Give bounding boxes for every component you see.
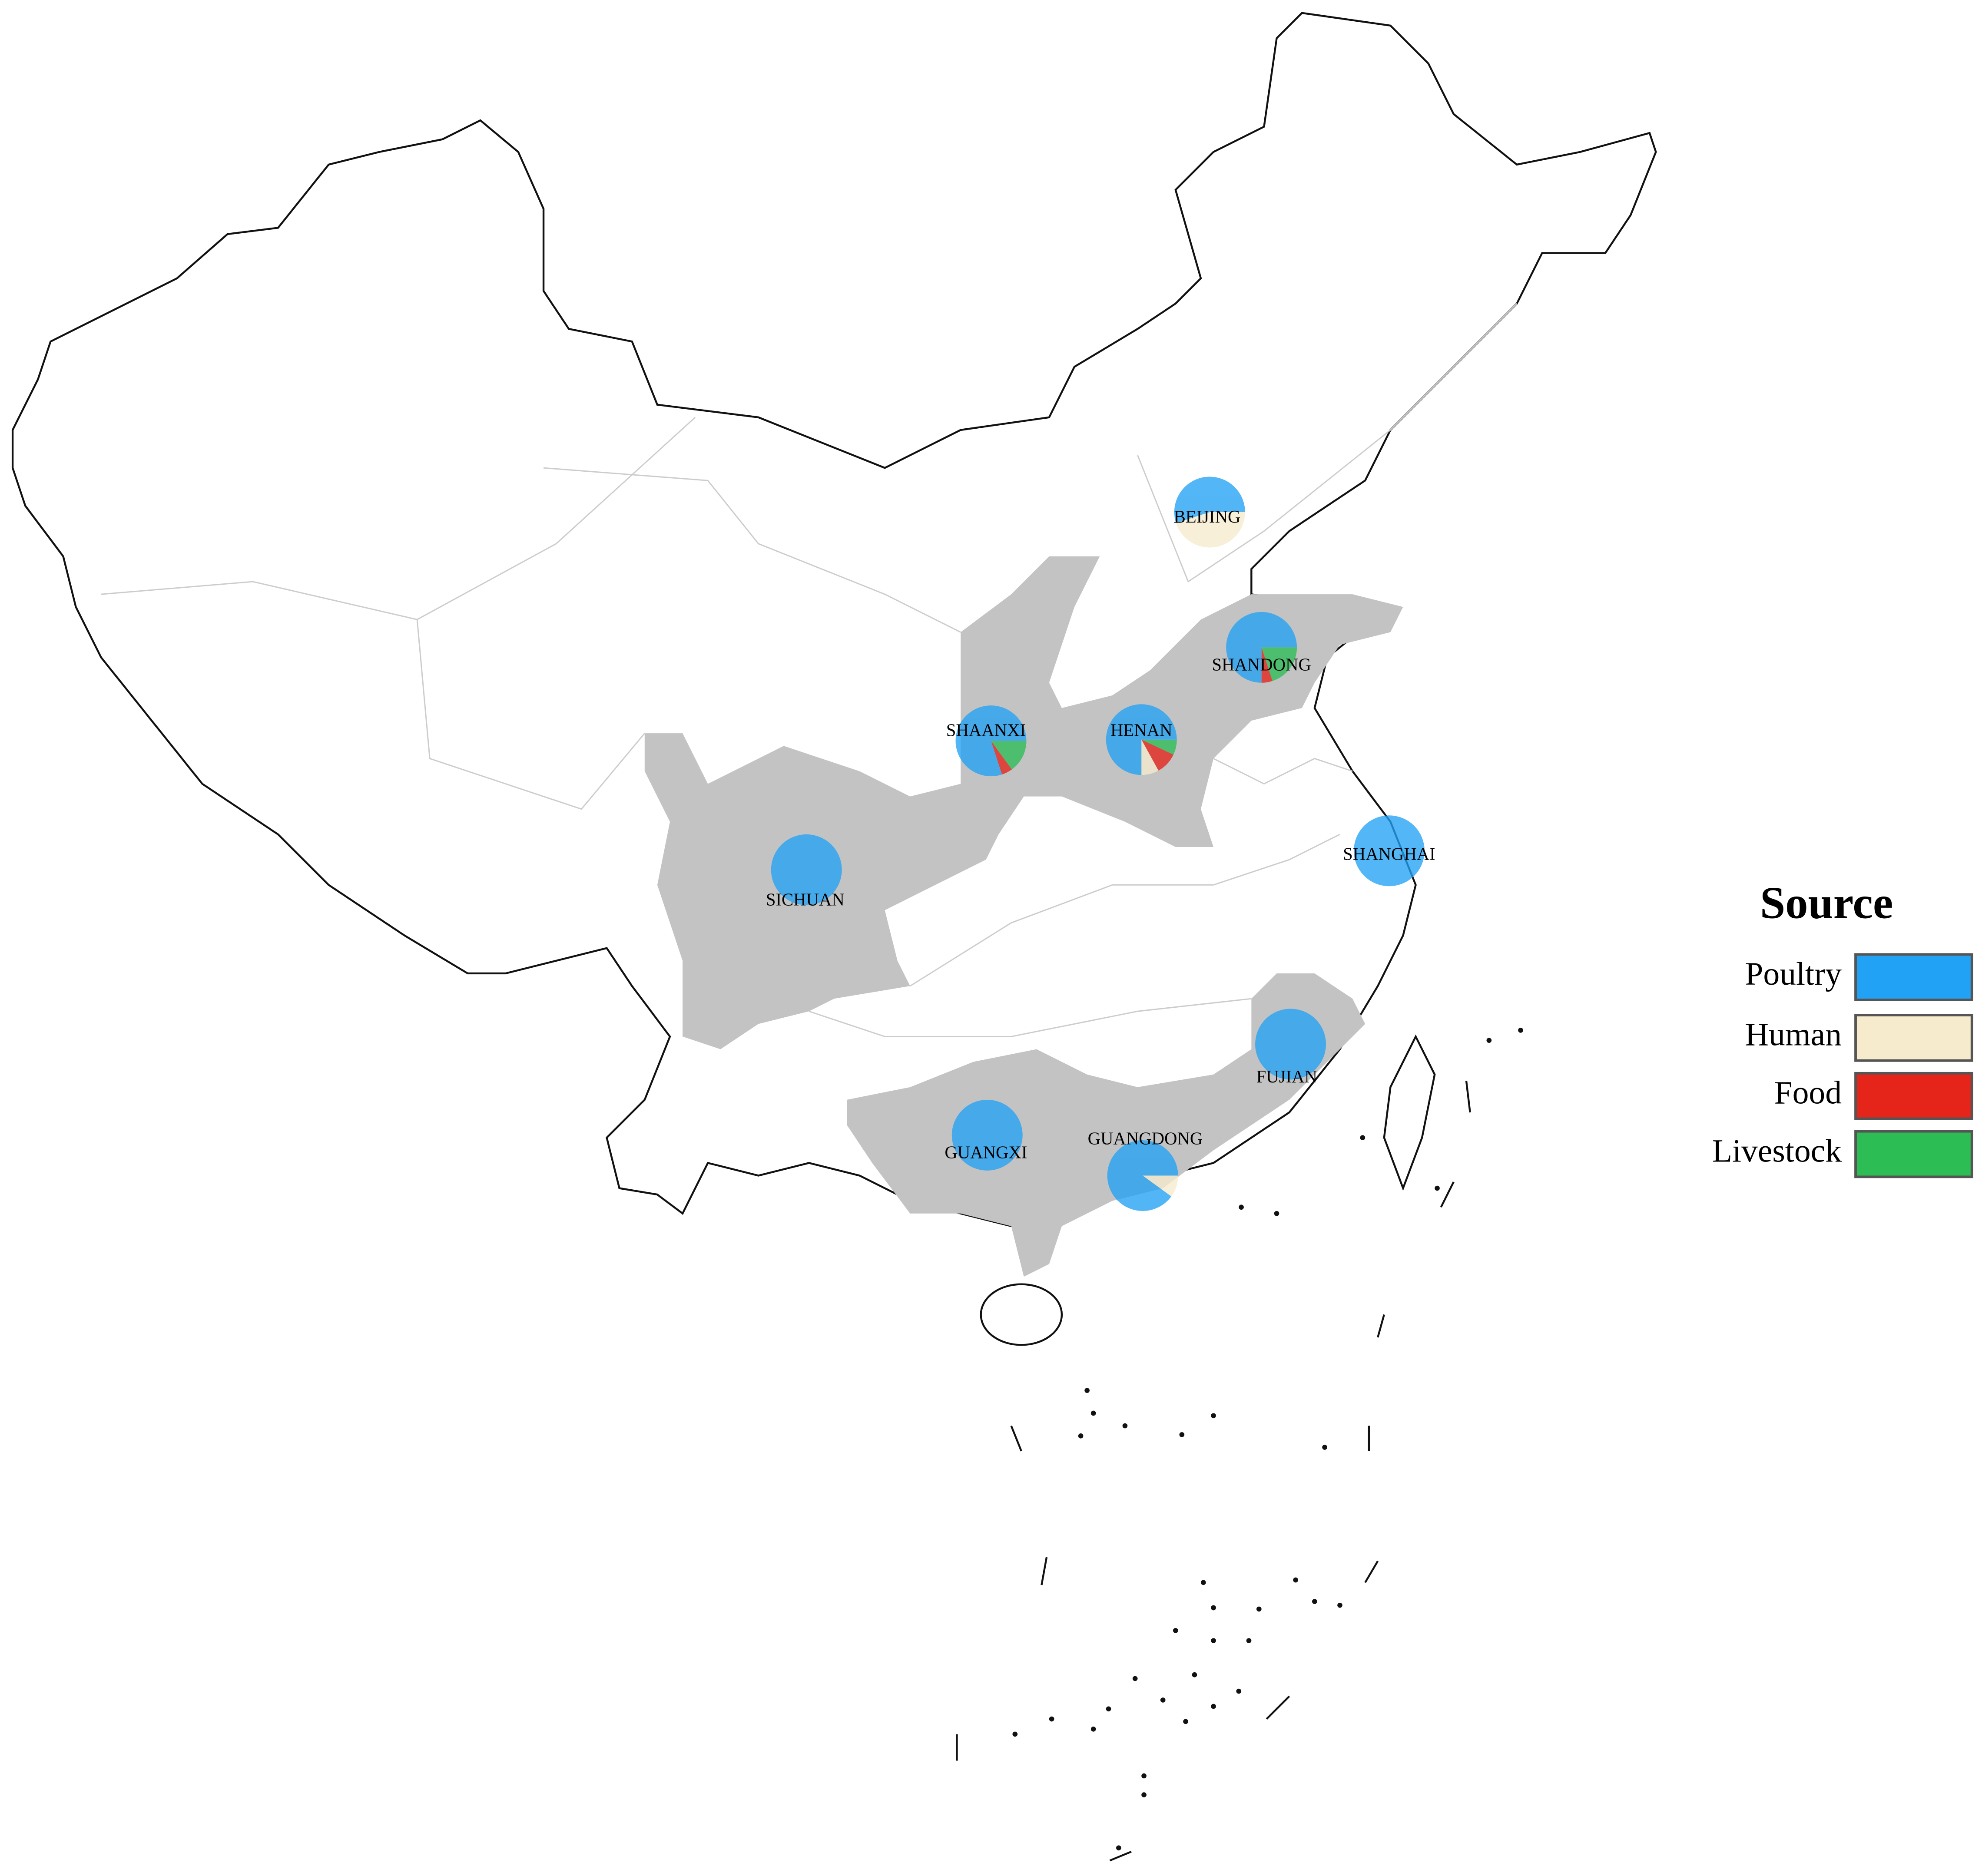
legend-swatch — [1854, 953, 1973, 1001]
shaded-provinces-south — [847, 973, 1366, 1277]
province-label: SHANDONG — [1212, 655, 1311, 674]
legend: Source Poultry Human Food Livestock — [1712, 878, 1973, 1178]
pie-slice — [1141, 739, 1173, 771]
pie-slice — [991, 741, 1027, 770]
pie — [1106, 704, 1177, 775]
pie-slice — [1106, 704, 1177, 775]
pie-slice — [991, 741, 1012, 775]
pie-slice — [1261, 647, 1297, 681]
islands — [1012, 1028, 1523, 1851]
basemap — [11, 12, 1657, 1862]
pie-slice — [1354, 815, 1425, 887]
country-outline — [11, 12, 1657, 1228]
shaded-provinces-north — [644, 556, 1403, 1049]
province-label: SHANGHAI — [1343, 844, 1435, 864]
pie — [951, 1099, 1023, 1171]
pie — [1107, 1140, 1178, 1211]
province-label: SHAANXI — [946, 721, 1026, 740]
pie — [955, 705, 1027, 777]
province-borders — [101, 303, 1518, 1037]
pie-slice — [771, 834, 842, 905]
legend-title: Source — [1760, 878, 1893, 928]
legend-swatch — [1854, 1130, 1973, 1178]
pie — [771, 834, 842, 905]
legend-swatch — [1854, 1014, 1973, 1062]
pie-slice — [1143, 1175, 1178, 1197]
pie-slice — [1141, 739, 1159, 775]
pie-slice — [1255, 1009, 1326, 1080]
province-label: HENAN — [1110, 721, 1173, 740]
province-label: SICHUAN — [766, 890, 845, 909]
legend-label: Livestock — [1712, 1133, 1842, 1169]
legend-label: Human — [1745, 1017, 1842, 1053]
pie-slice — [1261, 647, 1273, 683]
pie-slice — [1226, 612, 1297, 683]
pie — [1354, 815, 1425, 887]
taiwan — [1383, 1034, 1436, 1191]
pie-slice — [1174, 476, 1245, 523]
legend-label: Food — [1774, 1075, 1842, 1111]
province-label: GUANGDONG — [1088, 1128, 1203, 1148]
boundary-dashes — [956, 1081, 1471, 1862]
province-label: BEIJING — [1174, 507, 1241, 526]
pie — [1226, 612, 1297, 683]
pie-slice — [1176, 512, 1245, 548]
pie-slice — [1141, 739, 1177, 755]
pie-slice — [1107, 1140, 1178, 1211]
pie-slice — [955, 705, 1027, 777]
hainan — [980, 1283, 1063, 1346]
province-label: GUANGXI — [945, 1142, 1027, 1162]
pie — [1255, 1009, 1326, 1080]
pie — [1174, 476, 1245, 548]
pie-layer: BEIJING SHANDONG SHAANXI HENAN SICHUAN SHANGH… — [766, 476, 1435, 1211]
legend-label: Poultry — [1745, 956, 1842, 992]
pie-slice — [951, 1099, 1023, 1171]
legend-swatch — [1854, 1072, 1973, 1120]
province-label: FUJIAN — [1256, 1067, 1317, 1086]
